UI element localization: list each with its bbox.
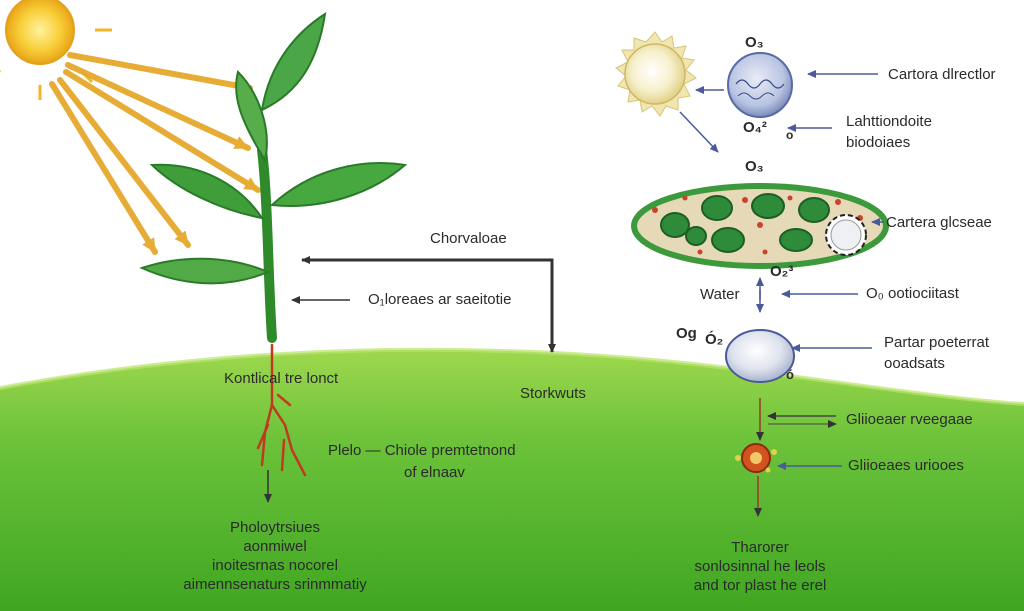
leaf-top-left bbox=[235, 70, 268, 163]
sun-icon bbox=[0, 0, 112, 100]
molecule-icon bbox=[727, 52, 793, 118]
label-small-o: o bbox=[786, 128, 794, 142]
label-o2-chloro: O₂³ bbox=[770, 263, 794, 280]
label-og: Og bbox=[676, 325, 697, 342]
root-icon bbox=[256, 343, 307, 477]
label-right-7: Gliioeaes uriooes bbox=[848, 457, 964, 474]
label-ground: Storkwuts bbox=[520, 385, 586, 402]
label-root-zone: Kontlical tre lonct bbox=[224, 370, 339, 387]
leaf-mid-right bbox=[269, 162, 408, 207]
label-bottom-right: Tharorer sonlosinnal he leols and tor pl… bbox=[693, 539, 827, 594]
label-chloroplast-top: Chorvaloae bbox=[430, 230, 507, 247]
label-root-desc-1: Plelo — Chiole premtetnond bbox=[328, 442, 516, 459]
arrow-sun-down bbox=[679, 111, 719, 153]
label-right-3: Cartera glcseae bbox=[886, 214, 992, 231]
label-o2-cell: Ó₂ bbox=[705, 331, 724, 348]
leaf-bottom-left bbox=[139, 257, 271, 285]
glucose-icon bbox=[735, 443, 777, 473]
label-right-2b: biodoiaes bbox=[846, 134, 911, 151]
label-o2-small: ó bbox=[786, 367, 794, 382]
label-o3-top: O₃ bbox=[745, 34, 764, 51]
label-right-5b: ooadsats bbox=[884, 355, 945, 372]
chloroplast-icon bbox=[631, 183, 889, 269]
label-stem: O₁loreaes ar saeitotie bbox=[368, 291, 512, 308]
label-root-desc-2: of elnaav bbox=[404, 464, 465, 481]
label-right-1: Cartora dlrectlor bbox=[888, 66, 996, 83]
leaf-mid-left bbox=[149, 163, 265, 220]
sun-icon-right bbox=[615, 31, 697, 117]
label-bottom-left: Pholoytrsiues aonmiwel inoitesrnas nocor… bbox=[183, 519, 367, 593]
label-right-6: Gliioeaer rveegaae bbox=[846, 411, 973, 428]
ground-highlight bbox=[0, 347, 1024, 406]
label-right-4: O₀ ootiociitast bbox=[866, 285, 959, 302]
leaf-top-right bbox=[260, 11, 327, 112]
cell-icon bbox=[725, 329, 795, 383]
sun-rays bbox=[49, 52, 261, 255]
label-o2-mid: O₄² bbox=[743, 119, 767, 136]
label-water: Water bbox=[700, 286, 740, 303]
plant-icon bbox=[139, 11, 408, 343]
label-right-5a: Partar poeterrat bbox=[884, 334, 990, 351]
label-o3-second: O₃ bbox=[745, 158, 764, 175]
label-right-2a: Lahttiondoite bbox=[846, 113, 932, 130]
